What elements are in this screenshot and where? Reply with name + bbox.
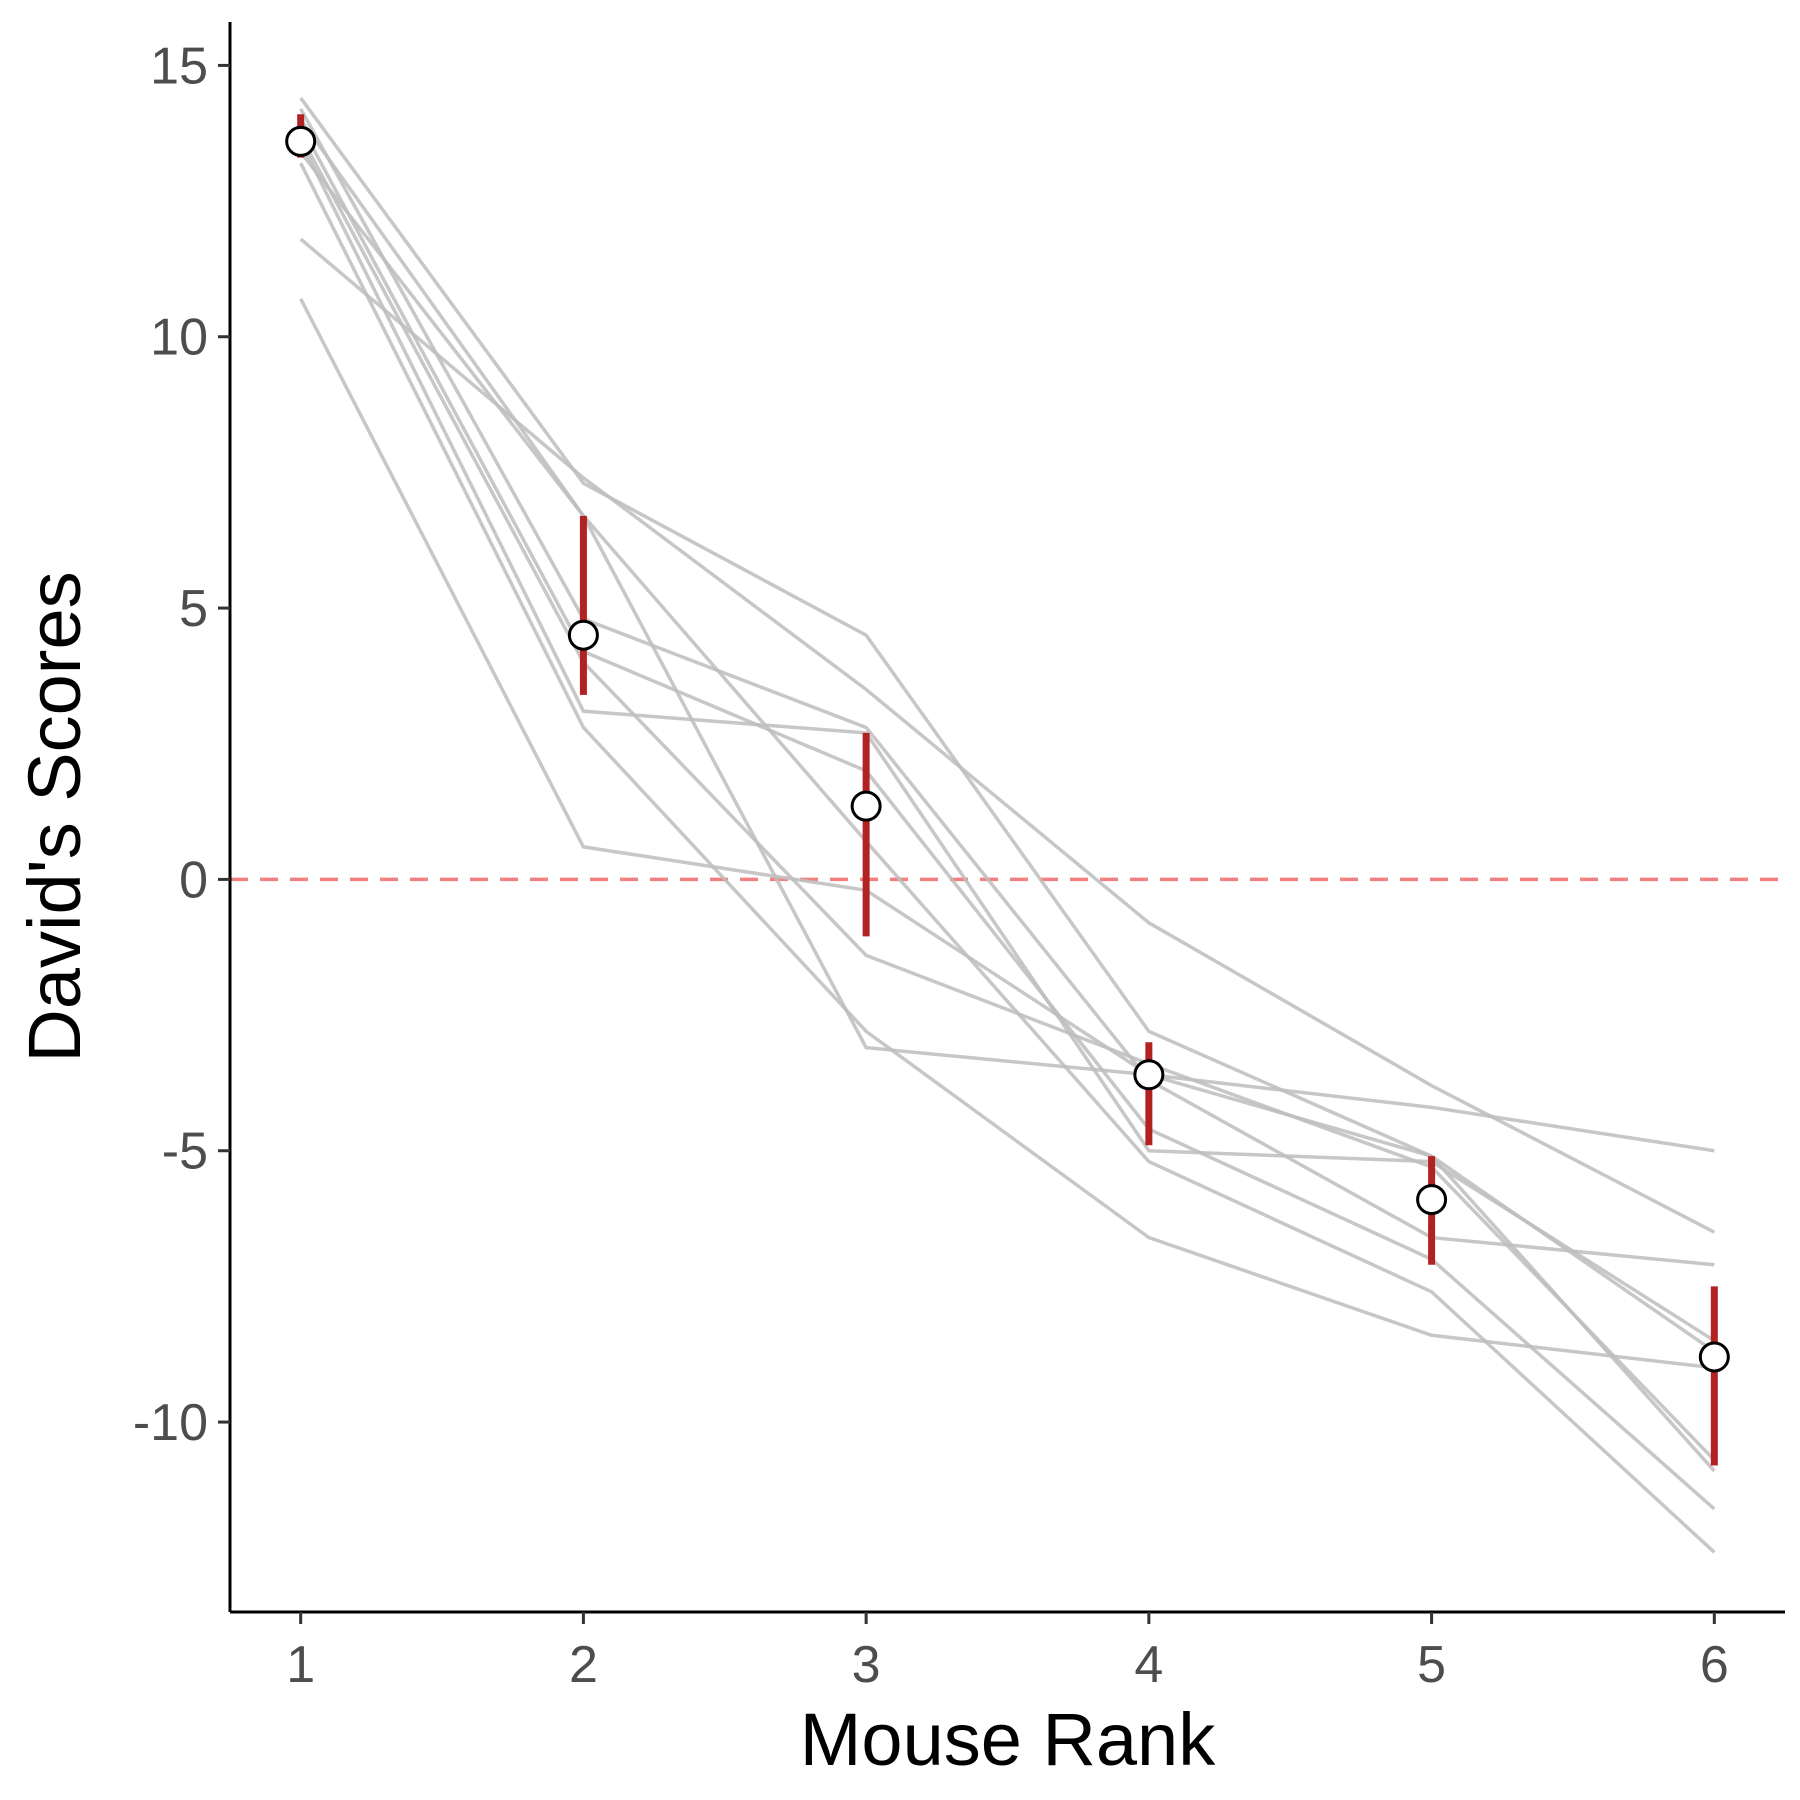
trace-line-6 — [299, 140, 1716, 1343]
y-axis-title: David's Scores — [13, 571, 96, 1062]
x-tick-label: 6 — [1700, 1636, 1729, 1694]
x-tick-label: 2 — [569, 1636, 598, 1694]
axes — [228, 22, 1785, 1614]
mean-point-3 — [850, 790, 882, 822]
y-tick-label: 0 — [179, 851, 208, 909]
mean-points — [285, 125, 1730, 1373]
x-tick-label: 1 — [286, 1636, 315, 1694]
y-tick-label: -10 — [133, 1394, 208, 1452]
x-tick-label: 3 — [852, 1636, 881, 1694]
y-tick-label: 10 — [150, 309, 208, 367]
mean-point-4 — [1133, 1059, 1165, 1091]
trace-line-4 — [299, 124, 1716, 1511]
y-tick-label: 15 — [150, 37, 208, 95]
x-tick-label: 4 — [1134, 1636, 1163, 1694]
y-axis-ticks: 15 10 5 0 -5 -10 — [133, 37, 230, 1452]
individual-traces — [299, 96, 1716, 1554]
mean-point-2 — [567, 619, 599, 651]
trace-line-3 — [299, 118, 1716, 1554]
trace-line-1 — [299, 96, 1716, 1473]
x-tick-label: 5 — [1417, 1636, 1446, 1694]
trace-line-9 — [299, 237, 1716, 1234]
mean-point-5 — [1416, 1184, 1448, 1216]
error-bars — [297, 114, 1718, 1466]
mean-point-1 — [285, 125, 317, 157]
trace-line-2 — [299, 107, 1715, 1267]
x-axis-ticks: 1 2 3 4 5 6 — [286, 1612, 1729, 1694]
y-tick-label: -5 — [162, 1123, 208, 1181]
trace-line-5 — [299, 135, 1716, 1462]
trace-line-10 — [299, 297, 1716, 1353]
trace-line-7 — [299, 151, 1715, 1153]
trace-line-8 — [299, 162, 1715, 1370]
mean-point-6 — [1698, 1341, 1730, 1373]
y-tick-label: 5 — [179, 580, 208, 638]
x-axis-title: Mouse Rank — [800, 1698, 1216, 1781]
